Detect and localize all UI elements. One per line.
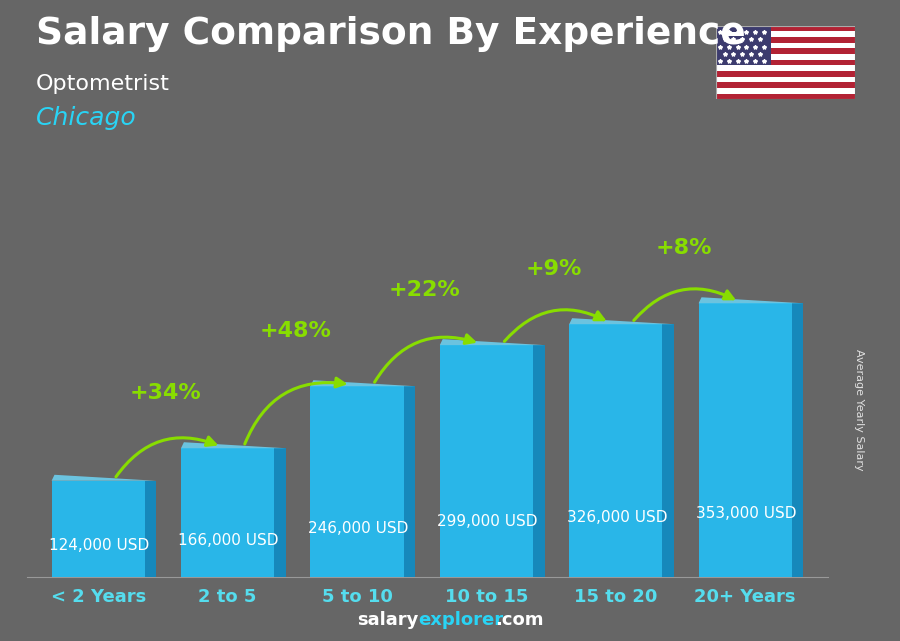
Polygon shape [792,303,804,577]
Polygon shape [145,481,157,577]
Text: 166,000 USD: 166,000 USD [178,533,279,547]
Text: 299,000 USD: 299,000 USD [437,514,537,529]
Text: Salary Comparison By Experience: Salary Comparison By Experience [36,16,746,52]
Polygon shape [403,387,415,577]
Bar [51,481,145,577]
Bar [716,82,855,88]
Bar [698,303,792,577]
Text: +22%: +22% [389,280,461,300]
Bar [716,94,855,99]
Bar [716,31,855,37]
Text: +8%: +8% [655,238,712,258]
Polygon shape [440,339,544,345]
Bar [716,60,855,65]
Text: explorer: explorer [418,612,504,629]
Bar [716,65,855,71]
Bar [716,71,855,77]
Bar [716,26,855,31]
Text: .com: .com [495,612,544,629]
Polygon shape [569,318,674,324]
Bar [440,345,533,577]
Bar [716,88,855,94]
Text: 326,000 USD: 326,000 USD [567,510,667,525]
Text: 246,000 USD: 246,000 USD [308,521,409,537]
FancyArrowPatch shape [634,289,733,320]
Bar [716,43,855,48]
Text: +34%: +34% [130,383,202,403]
FancyArrowPatch shape [374,335,474,382]
Bar [310,387,403,577]
Bar [569,324,662,577]
Text: +48%: +48% [259,321,331,341]
Polygon shape [310,380,415,387]
Bar [716,37,855,43]
Text: Chicago: Chicago [36,106,137,129]
Polygon shape [533,345,544,577]
Text: Optometrist: Optometrist [36,74,170,94]
Text: 353,000 USD: 353,000 USD [696,506,796,521]
FancyArrowPatch shape [116,437,215,477]
Bar [181,448,274,577]
Text: +9%: +9% [526,259,582,279]
Polygon shape [274,448,286,577]
Bar [716,26,771,65]
FancyArrowPatch shape [245,378,345,444]
Polygon shape [662,324,674,577]
Text: Average Yearly Salary: Average Yearly Salary [854,349,865,471]
Text: 124,000 USD: 124,000 USD [49,538,149,553]
Polygon shape [698,297,804,303]
Bar [716,48,855,54]
FancyArrowPatch shape [504,310,604,342]
Bar [716,54,855,60]
Polygon shape [181,442,286,448]
Bar [716,77,855,82]
Polygon shape [51,475,157,481]
Text: salary: salary [357,612,418,629]
